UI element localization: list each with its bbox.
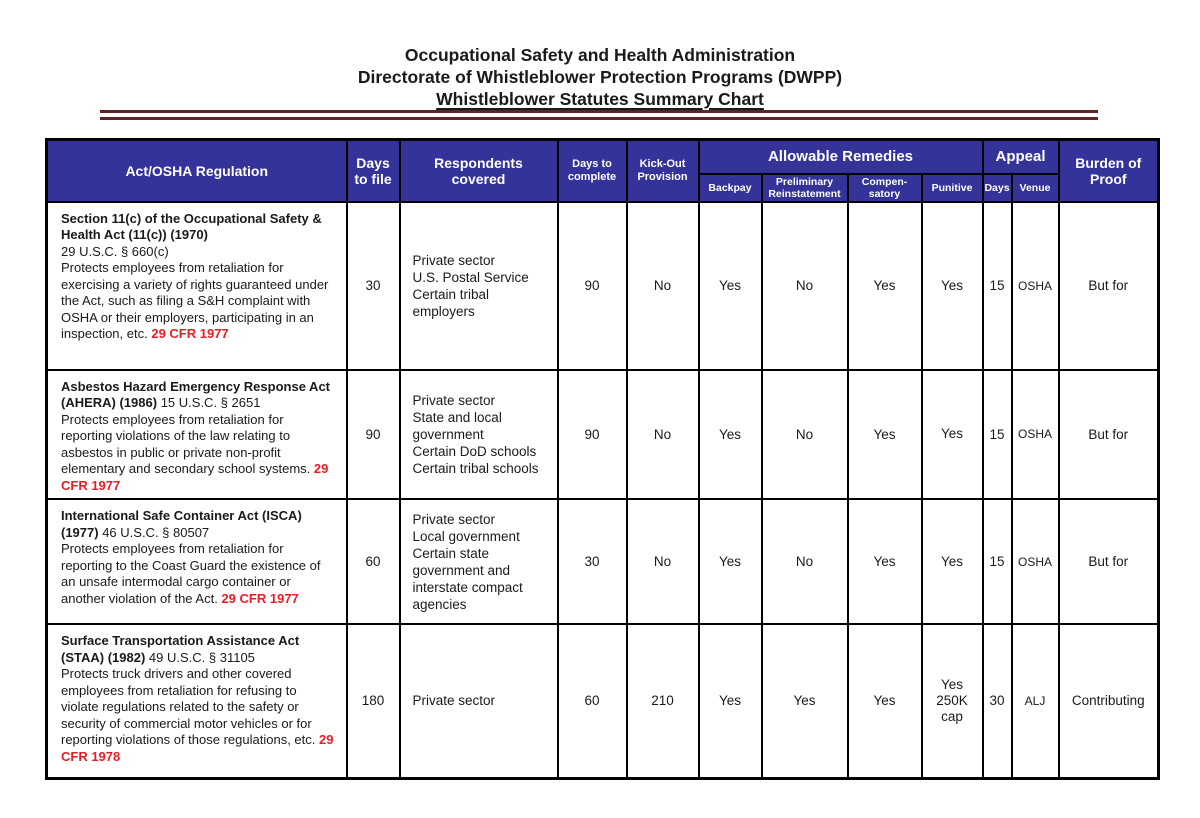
- title-line-3: Whistleblower Statutes Summary Chart: [436, 89, 764, 109]
- act-cfr-reference: 29 CFR 1977: [221, 590, 299, 606]
- preliminary-reinstatement-cell: Yes: [760, 623, 849, 779]
- days-to-file-cell: 60: [345, 498, 401, 625]
- act-title: Section 11(c) of the Occupational Safety…: [61, 210, 322, 243]
- appeal-venue-cell: OSHA: [1010, 368, 1060, 500]
- preliminary-reinstatement-cell: No: [760, 498, 849, 625]
- burden-of-proof-cell: Contributing: [1057, 623, 1160, 779]
- backpay-cell: Yes: [697, 498, 763, 625]
- col-header-allowable-remedies: Allowable Remedies: [697, 138, 984, 175]
- table-body: Section 11(c) of the Occupational Safety…: [45, 200, 1160, 779]
- table-header: Act/OSHA Regulation Days to file Respond…: [45, 138, 1160, 203]
- kick-out-cell: No: [625, 368, 700, 500]
- col-header-act: Act/OSHA Regulation: [45, 138, 348, 203]
- respondents-cell: Private sector: [398, 623, 559, 779]
- col-header-backpay: Backpay: [697, 172, 763, 203]
- days-to-complete-cell: 90: [556, 368, 628, 500]
- preliminary-reinstatement-cell: No: [760, 368, 849, 500]
- punitive-cell: Yes: [920, 200, 984, 371]
- appeal-venue-cell: OSHA: [1010, 498, 1060, 625]
- backpay-cell: Yes: [697, 200, 763, 371]
- col-header-kick-out: Kick-Out Provision: [625, 138, 700, 203]
- kick-out-cell: No: [625, 200, 700, 371]
- table-row-isca: International Safe Container Act (ISCA) …: [45, 498, 1160, 625]
- double-rule-divider: [100, 110, 1098, 120]
- act-citation: 46 U.S.C. § 80507: [102, 524, 210, 540]
- kick-out-cell: No: [625, 498, 700, 625]
- compensatory-cell: Yes: [846, 623, 923, 779]
- appeal-venue-cell: OSHA: [1010, 200, 1060, 371]
- appeal-days-cell: 15: [981, 368, 1013, 500]
- act-cell: Section 11(c) of the Occupational Safety…: [45, 200, 348, 371]
- act-title: Surface Transportation Assistance Act (S…: [61, 633, 300, 665]
- act-citation: 15 U.S.C. § 2651: [160, 395, 261, 410]
- compensatory-cell: Yes: [846, 200, 923, 371]
- act-cell: Surface Transportation Assistance Act (S…: [45, 623, 348, 779]
- table-row-ahera: Asbestos Hazard Emergency Response Act (…: [45, 368, 1160, 500]
- col-header-compensatory: Compen- satory: [846, 172, 923, 203]
- days-to-complete-cell: 90: [556, 200, 628, 371]
- col-header-respondents: Respondents covered: [398, 138, 559, 203]
- col-header-appeal-days: Days: [981, 172, 1013, 203]
- burden-of-proof-cell: But for: [1057, 368, 1160, 500]
- respondents-cell: Private sector Local government Certain …: [398, 498, 559, 625]
- days-to-complete-cell: 30: [556, 498, 628, 625]
- act-cell: International Safe Container Act (ISCA) …: [45, 498, 348, 625]
- col-header-burden-of-proof: Burden of Proof: [1057, 138, 1160, 203]
- backpay-cell: Yes: [697, 623, 763, 779]
- title-line-1: Occupational Safety and Health Administr…: [404, 45, 796, 65]
- respondents-cell: Private sector State and local governmen…: [398, 368, 559, 500]
- act-cfr-reference: 29 CFR 1978: [61, 732, 334, 764]
- table-row-osh-act-11c: Section 11(c) of the Occupational Safety…: [45, 200, 1160, 371]
- days-to-file-cell: 90: [345, 368, 401, 500]
- appeal-days-cell: 30: [981, 623, 1013, 779]
- appeal-venue-cell: ALJ: [1010, 623, 1060, 779]
- respondents-cell: Private sector U.S. Postal Service Certa…: [398, 200, 559, 371]
- col-header-preliminary-reinstatement: Preliminary Reinstatement: [760, 172, 849, 203]
- burden-of-proof-cell: But for: [1057, 200, 1160, 371]
- compensatory-cell: Yes: [846, 498, 923, 625]
- days-to-file-cell: 30: [345, 200, 401, 371]
- col-header-appeal-venue: Venue: [1010, 172, 1060, 203]
- whistleblower-statutes-table: Act/OSHA Regulation Days to file Respond…: [45, 138, 1161, 780]
- preliminary-reinstatement-cell: No: [760, 200, 849, 371]
- act-cfr-reference: 29 CFR 1977: [151, 326, 229, 341]
- days-to-complete-cell: 60: [556, 623, 628, 779]
- act-cell: Asbestos Hazard Emergency Response Act (…: [45, 368, 348, 500]
- act-title: Asbestos Hazard Emergency Response Act (…: [61, 378, 331, 411]
- compensatory-cell: Yes: [846, 368, 923, 500]
- act-description: Protects employees from retaliation for …: [61, 411, 311, 477]
- act-title: International Safe Container Act (ISCA) …: [61, 508, 302, 540]
- appeal-days-cell: 15: [981, 200, 1013, 371]
- act-description: Protects employees from retaliation for …: [61, 541, 321, 606]
- col-header-days-to-file: Days to file: [345, 138, 401, 203]
- act-cfr-reference: 29 CFR 1977: [61, 461, 329, 493]
- table-row-staa: Surface Transportation Assistance Act (S…: [45, 623, 1160, 779]
- act-citation: 29 U.S.C. § 660(c): [61, 243, 169, 259]
- punitive-cell: Yes: [920, 368, 984, 500]
- act-description: Protects truck drivers and other covered…: [61, 666, 316, 747]
- act-citation: 49 U.S.C. § 31105: [148, 649, 255, 665]
- kick-out-cell: 210: [625, 623, 700, 779]
- document-header: Occupational Safety and Health Administr…: [0, 44, 1200, 110]
- act-description: Protects employees from retaliation for …: [61, 260, 329, 341]
- days-to-file-cell: 180: [345, 623, 401, 779]
- col-header-punitive: Punitive: [920, 172, 984, 203]
- punitive-cell: Yes 250K cap: [920, 623, 984, 779]
- col-header-appeal: Appeal: [981, 138, 1060, 175]
- title-line-2: Directorate of Whistleblower Protection …: [357, 67, 843, 87]
- header-row-top: Act/OSHA Regulation Days to file Respond…: [45, 138, 1160, 203]
- backpay-cell: Yes: [697, 368, 763, 500]
- col-header-days-to-complete: Days to complete: [556, 138, 628, 203]
- appeal-days-cell: 15: [981, 498, 1013, 625]
- punitive-cell: Yes: [920, 498, 984, 625]
- burden-of-proof-cell: But for: [1057, 498, 1160, 625]
- header-row-sub: Backpay Preliminary Reinstatement Compen…: [47, 172, 1159, 203]
